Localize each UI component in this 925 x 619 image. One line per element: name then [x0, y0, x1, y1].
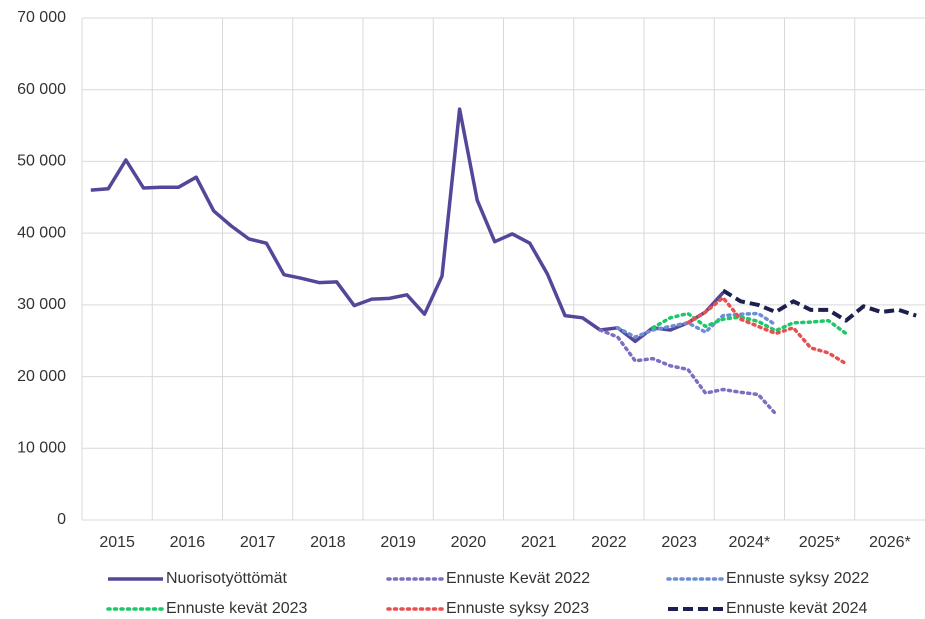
series-line — [686, 295, 848, 366]
y-tick-label: 40 000 — [17, 224, 66, 241]
series-line — [721, 288, 917, 323]
y-tick-label: 20 000 — [17, 368, 66, 385]
x-tick-label: 2021 — [521, 534, 557, 551]
x-tick-label: 2023 — [661, 534, 697, 551]
x-tick-label: 2016 — [170, 534, 206, 551]
legend-label: Nuorisotyöttömät — [166, 570, 287, 587]
x-tick-label: 2025* — [799, 534, 841, 551]
x-tick-label: 2019 — [380, 534, 416, 551]
x-tick-label: 2022 — [591, 534, 627, 551]
series-line — [598, 328, 778, 416]
y-tick-label: 10 000 — [17, 440, 66, 457]
legend-label: Ennuste syksy 2022 — [726, 570, 869, 587]
y-tick-label: 60 000 — [17, 81, 66, 98]
y-tick-label: 0 — [57, 511, 66, 528]
legend-label: Ennuste Kevät 2022 — [446, 570, 590, 587]
y-tick-label: 30 000 — [17, 296, 66, 313]
x-tick-label: 2015 — [99, 534, 135, 551]
x-tick-label: 2018 — [310, 534, 346, 551]
series-line — [90, 107, 725, 344]
series-line — [615, 311, 778, 339]
x-tick-label: 2024* — [728, 534, 770, 551]
legend-label: Ennuste syksy 2023 — [446, 600, 589, 617]
y-tick-label: 50 000 — [17, 153, 66, 170]
series-line — [651, 311, 848, 336]
x-tick-label: 2026* — [869, 534, 911, 551]
y-tick-label: 70 000 — [17, 9, 66, 26]
legend-label: Ennuste kevät 2023 — [166, 600, 308, 617]
legend-label: Ennuste kevät 2024 — [726, 600, 868, 617]
x-tick-label: 2017 — [240, 534, 276, 551]
x-tick-label: 2020 — [451, 534, 487, 551]
